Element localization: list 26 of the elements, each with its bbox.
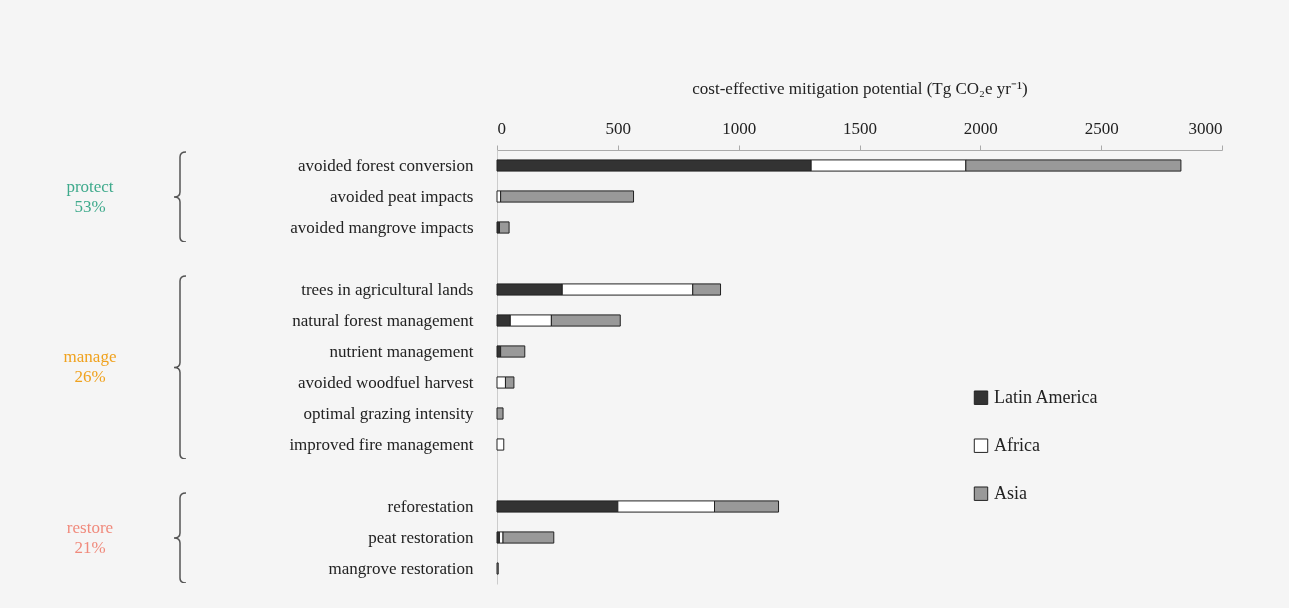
x-tick-label: 2500 xyxy=(1084,118,1119,138)
y-tick-label: improved fire management xyxy=(289,434,474,454)
y-tick-label: avoided mangrove impacts xyxy=(290,217,474,237)
y-tick-label: mangrove restoration xyxy=(328,558,474,578)
y-tick-label: natural forest management xyxy=(292,310,474,330)
y-tick-label: avoided woodfuel harvest xyxy=(297,372,474,392)
x-axis-title: cost-effective mitigation potential (Tg CO₂e yr⁻¹) xyxy=(692,78,1028,98)
y-tick-label: optimal grazing intensity xyxy=(303,403,474,423)
x-tick-label: 2000 xyxy=(963,118,998,138)
y-tick-label: trees in agricultural lands xyxy=(301,279,474,299)
x-tick-label: 0 xyxy=(497,118,506,138)
y-tick-label: peat restoration xyxy=(368,527,474,547)
y-tick-label: avoided peat impacts xyxy=(329,186,474,206)
x-tick-label: 3000 xyxy=(1188,118,1223,138)
x-tick-label: 500 xyxy=(605,118,632,138)
legend-label: Asia xyxy=(994,482,1027,503)
legend-label: Africa xyxy=(994,434,1040,455)
y-tick-label: nutrient management xyxy=(329,341,474,361)
legend-label: Latin America xyxy=(994,386,1098,407)
text: protect 53% xyxy=(65,176,115,217)
y-tick-label: avoided forest conversion xyxy=(297,155,474,175)
text: manage 26% xyxy=(62,347,118,387)
x-tick-label: 1500 xyxy=(843,118,877,138)
y-tick-label: reforestation xyxy=(387,496,474,516)
x-tick-label: 1000 xyxy=(722,118,757,138)
text: restore 21% xyxy=(65,517,115,558)
